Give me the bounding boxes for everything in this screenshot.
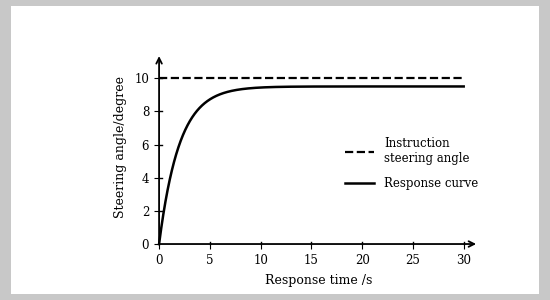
- Response curve: [395, 85, 402, 88]
- Y-axis label: Steering angle/degree: Steering angle/degree: [114, 76, 127, 218]
- Response curve: [304, 85, 311, 88]
- X-axis label: Response time /s: Response time /s: [265, 274, 373, 287]
- Response curve: [452, 85, 458, 88]
- Response curve: [460, 85, 467, 88]
- Legend: Instruction
steering angle, Response curve: Instruction steering angle, Response cur…: [345, 137, 478, 190]
- Response curve: [156, 242, 162, 246]
- Response curve: [171, 158, 178, 162]
- Line: Response curve: Response curve: [159, 86, 464, 244]
- Response curve: [296, 85, 303, 88]
- Response curve: [452, 85, 458, 88]
